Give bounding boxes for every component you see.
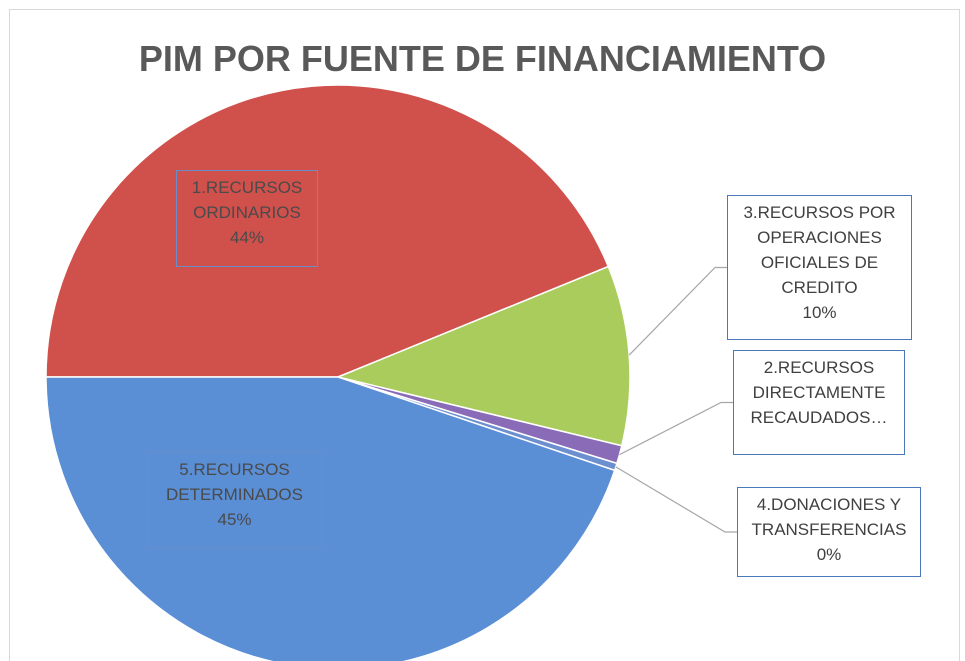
data-label: 4.DONACIONES Y TRANSFERENCIAS 0% bbox=[737, 487, 921, 577]
data-label: 2.RECURSOS DIRECTAMENTE RECAUDADOS… bbox=[733, 350, 905, 455]
slice-name: 4.DONACIONES Y TRANSFERENCIAS bbox=[751, 495, 907, 539]
pie-slice bbox=[45, 376, 616, 661]
slice-name: 5.RECURSOS DETERMINADOS bbox=[166, 460, 303, 504]
data-label: 3.RECURSOS POR OPERACIONES OFICIALES DE … bbox=[727, 195, 912, 340]
pie-slice bbox=[335, 265, 631, 447]
slice-name: 3.RECURSOS POR OPERACIONES OFICIALES DE … bbox=[743, 203, 896, 297]
leader-line bbox=[628, 266, 727, 356]
leader-line bbox=[615, 466, 737, 533]
slice-name: 2.RECURSOS DIRECTAMENTE RECAUDADOS… bbox=[750, 358, 888, 427]
chart-title: PIM POR FUENTE DE FINANCIAMIENTO bbox=[138, 38, 827, 79]
chart-border bbox=[9, 9, 960, 661]
slice-percent: 10% bbox=[802, 303, 837, 322]
slice-percent: 45% bbox=[217, 510, 252, 529]
data-label: 1.RECURSOS ORDINARIOS 44% bbox=[176, 170, 318, 267]
data-label: 5.RECURSOS DETERMINADOS 45% bbox=[147, 452, 322, 548]
slice-percent: 0% bbox=[816, 545, 842, 564]
leader-line bbox=[619, 401, 733, 456]
pie-slice bbox=[45, 84, 610, 378]
slice-name: 1.RECURSOS ORDINARIOS bbox=[191, 178, 303, 222]
slice-percent: 44% bbox=[229, 228, 265, 247]
